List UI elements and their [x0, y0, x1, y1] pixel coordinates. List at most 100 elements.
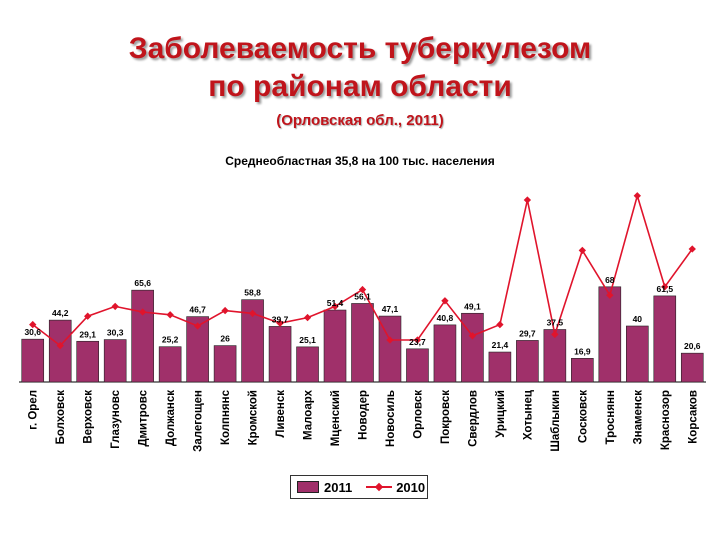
bar-label-22: 68: [605, 275, 615, 285]
category-label-8: Колпнянс: [220, 389, 232, 445]
bar-label-25: 20,6: [684, 341, 701, 351]
category-labels: г. Орел Болховск Верховск Глазуновс Дмитровс…: [28, 389, 700, 451]
category-label-4: Глазуновс: [110, 389, 122, 448]
bar-label-2: 44,2: [52, 308, 69, 318]
bar-25: [680, 352, 704, 383]
chart-subtitle: (Орловская обл., 2011): [276, 112, 444, 129]
bar-12: [323, 309, 347, 383]
bar-label-17: 49,1: [464, 301, 481, 311]
bar-label-16: 40,8: [437, 313, 454, 323]
line-2010-point-5: [138, 308, 147, 316]
bar-label-12: 51,4: [327, 298, 344, 308]
category-label-6: Должанск: [165, 390, 177, 446]
legend-label-2010: 2010: [396, 479, 426, 495]
category-label-18: Урицкий: [495, 390, 507, 438]
line-2010-point-19: [523, 196, 532, 204]
category-label-22: Троснянн: [605, 390, 617, 444]
line-2010-point-24: [661, 283, 669, 291]
bar-17: [461, 312, 484, 383]
chart-title: Заболеваемость туберкулезом по районам о…: [0, 30, 720, 106]
category-label-3: Верховск: [83, 390, 95, 444]
line-2010-point-12: [331, 302, 339, 311]
bar-label-9: 58,8: [244, 288, 261, 298]
line-2010-point-4: [111, 302, 119, 311]
bar-4: [103, 339, 127, 383]
category-label-24: Краснозор: [660, 390, 672, 450]
legend-item-2010: 2010: [366, 480, 425, 495]
legend-item-2011: 2011: [297, 480, 352, 495]
bar-2: [48, 319, 72, 383]
line-2010-point-18: [496, 320, 504, 329]
bar-15: [406, 348, 429, 383]
bar-label-19: 29,7: [519, 328, 536, 338]
category-label-12: Мценский: [330, 390, 342, 446]
line-2010-point-1: [29, 320, 37, 329]
category-label-15: Орловск: [412, 390, 424, 439]
line-2010-point-14: [386, 336, 394, 344]
bar-24: [653, 295, 677, 383]
category-label-7: Залегощен: [193, 390, 205, 452]
bar-label-4: 30,3: [107, 328, 124, 338]
bar-label-13: 56,1: [354, 291, 371, 301]
category-label-10: Ливенск: [275, 390, 287, 438]
bar-label-15: 23,7: [409, 337, 426, 347]
line-2010-point-8: [221, 306, 229, 315]
bar-6: [158, 346, 182, 383]
bar-label-8: 26: [220, 334, 230, 344]
bar-8: [213, 345, 237, 383]
category-label-19: Хотынец: [522, 390, 534, 440]
category-label-17: Свердлов: [467, 390, 479, 447]
line-series-2010: [29, 192, 696, 350]
category-label-13: Новодер: [358, 390, 370, 440]
category-label-5: Дмитровс: [138, 389, 150, 446]
bar-21: [571, 358, 594, 383]
bar-series-2011: [21, 286, 704, 383]
bar-label-6: 25,2: [162, 335, 179, 345]
line-2010-point-22: [606, 291, 614, 299]
line-2010-point-25: [688, 245, 696, 253]
category-label-2: Болховск: [55, 390, 67, 445]
line-2010-point-3: [84, 312, 92, 320]
bar-label-24: 61,5: [657, 284, 674, 294]
bar-label-14: 47,1: [382, 304, 399, 314]
bar-5: [131, 289, 154, 383]
category-label-11: Малоарх: [303, 389, 315, 440]
category-label-1: г. Орел: [28, 390, 40, 430]
bar-22: [598, 286, 622, 383]
bar-13: [351, 303, 374, 383]
bar-label-20: 37,5: [547, 318, 564, 328]
category-label-9: Кромской: [248, 390, 260, 445]
bar-14: [378, 315, 402, 383]
bar-label-21: 16,9: [574, 346, 591, 356]
line-2010-point-15: [413, 336, 422, 344]
line-2010-point-13: [358, 285, 367, 294]
bar-20: [543, 329, 567, 383]
bar-7: [186, 316, 209, 383]
bar-labels: 30,6 44,2 29,1 30,3 65,6 25,2 46,7 26 58,8 39,7 25…: [24, 275, 700, 357]
line-2010-point-6: [166, 311, 174, 319]
line-2010-point-10: [276, 319, 284, 327]
bar-9: [241, 299, 264, 383]
bar-label-10: 39,7: [272, 314, 289, 324]
bar-label-5: 65,6: [134, 278, 151, 288]
bar-1: [21, 338, 45, 383]
bar-16: [433, 324, 457, 383]
line-2010-point-2: [56, 341, 64, 350]
line-2010-point-20: [551, 330, 559, 339]
bar-label-3: 29,1: [79, 329, 96, 339]
line-2010-point-23: [633, 192, 641, 200]
chart-caption: Среднеобластная 35,8 на 100 тыс. населен…: [225, 154, 495, 168]
chart-title-line2: по районам области: [208, 70, 512, 103]
line-2010-point-17: [468, 332, 477, 340]
category-label-20: Шаблыкин: [550, 390, 562, 452]
legend-label-2011: 2011: [324, 479, 353, 495]
category-label-25: Корсаков: [687, 390, 699, 444]
bar-19: [516, 340, 539, 383]
bar-label-7: 46,7: [189, 305, 206, 315]
bar-label-18: 21,4: [492, 340, 509, 350]
line-2010-point-16: [441, 297, 449, 305]
bar-3: [76, 340, 99, 383]
bar-11: [296, 346, 319, 383]
category-label-14: Новосиль: [385, 390, 397, 447]
